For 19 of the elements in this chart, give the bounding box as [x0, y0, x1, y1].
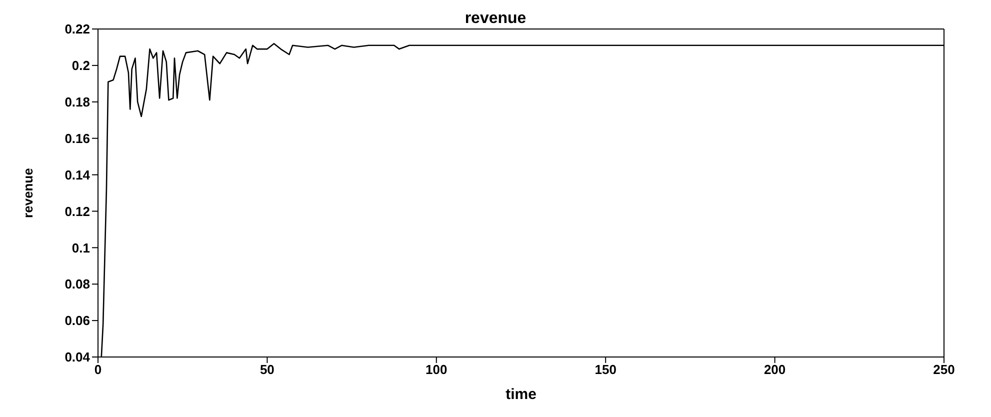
y-tick-label: 0.08: [64, 276, 90, 292]
y-tick-label: 0.16: [64, 130, 90, 146]
y-axis-title: revenue: [20, 168, 36, 218]
y-tick-label: 0.04: [64, 350, 91, 365]
y-tick-label: 0.1: [72, 240, 90, 256]
x-tick-label: 0: [94, 362, 102, 378]
y-tick-label: 0.06: [64, 313, 90, 328]
y-tick-label: 0.18: [64, 94, 90, 110]
y-tick-label: 0.2: [72, 58, 90, 74]
x-tick-label: 150: [594, 362, 616, 378]
x-tick-label: 100: [426, 362, 448, 378]
x-tick-label: 50: [260, 362, 274, 378]
x-tick-label: 200: [764, 362, 786, 378]
y-tick-label: 0.12: [64, 204, 90, 219]
chart-title: revenue: [464, 10, 526, 27]
y-tick-label: 0.22: [64, 22, 90, 37]
x-axis-title: time: [506, 386, 536, 403]
y-tick-label: 0.14: [64, 167, 91, 182]
x-tick-label: 250: [933, 362, 955, 378]
